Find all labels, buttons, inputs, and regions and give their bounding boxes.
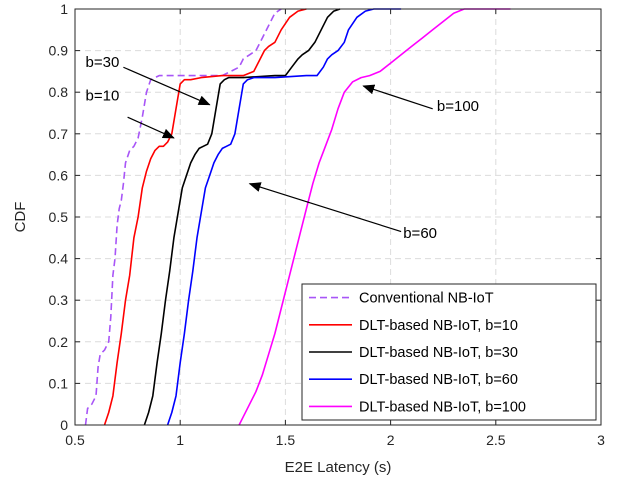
legend-entry-label: DLT-based NB-IoT, b=100: [359, 399, 526, 415]
x-tick-label: 1.5: [276, 432, 296, 448]
legend: Conventional NB-IoT DLT-based NB-IoT, b=1…: [301, 283, 597, 421]
x-tick-label: 2: [387, 432, 395, 448]
series-line-3: [143, 8, 341, 426]
series-line-5: [238, 8, 511, 426]
x-axis-label: E2E Latency (s): [285, 459, 392, 476]
annotation-arrow: [123, 66, 211, 106]
y-tick-label: 0.7: [49, 126, 69, 142]
legend-entry-label: DLT-based NB-IoT, b=10: [359, 318, 518, 334]
annotation-arrow: [248, 182, 402, 233]
x-tick-label: 3: [597, 432, 605, 448]
y-tick-label: 0.6: [49, 167, 69, 183]
y-axis-label: CDF: [12, 202, 29, 233]
axes-frame: [74, 8, 602, 426]
series-line-1: [84, 8, 282, 426]
annotation-label: b=10: [86, 88, 120, 105]
x-tick-label: 0.5: [65, 432, 85, 448]
y-tick-label: 0.9: [49, 43, 69, 59]
annotations: b=30 b=10 b=100 b=60: [86, 54, 480, 242]
y-tick-label: 0.3: [49, 292, 69, 308]
x-tick-label: 1: [176, 432, 184, 448]
tick-labels: 0.5 1 1.5 2 2.5 3 0 0.1 0.2 0.3 0.4 0.5 0.6 0.7 0.8 0.9…: [49, 1, 606, 448]
annotation-label: b=60: [403, 225, 437, 242]
x-tick-label: 2.5: [486, 432, 506, 448]
y-tick-label: 0.2: [49, 334, 69, 350]
y-tick-label: 1: [60, 1, 68, 17]
y-tick-label: 0.1: [49, 375, 69, 391]
y-tick-label: 0.8: [49, 84, 69, 100]
annotation-label: b=30: [86, 54, 120, 71]
annotation-arrow: [127, 116, 175, 139]
series-line-4: [166, 8, 402, 426]
legend-entry-label: DLT-based NB-IoT, b=30: [359, 345, 518, 361]
y-tick-label: 0.4: [49, 251, 69, 267]
legend-entry-label: DLT-based NB-IoT, b=60: [359, 372, 518, 388]
y-tick-label: 0.5: [49, 209, 69, 225]
annotation-arrow: [362, 84, 433, 110]
y-tick-label: 0: [60, 417, 68, 433]
annotation-label: b=100: [437, 98, 479, 115]
legend-entry-label: Conventional NB-IoT: [359, 291, 494, 307]
